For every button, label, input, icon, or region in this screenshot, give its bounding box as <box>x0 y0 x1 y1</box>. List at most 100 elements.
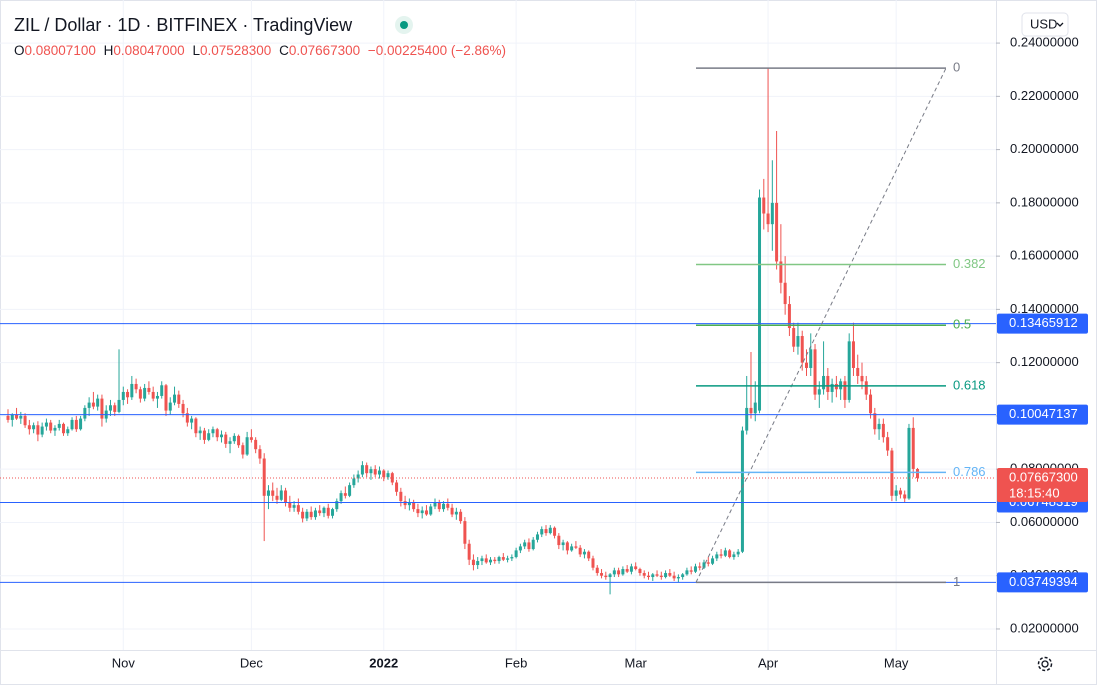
y-tick-label: 0.20000000 <box>1010 141 1079 156</box>
candle-body <box>894 490 898 496</box>
candle-body <box>108 405 112 411</box>
candle-body <box>331 509 335 516</box>
candle-body <box>604 575 608 578</box>
candle-body <box>916 468 920 479</box>
candle-body <box>548 527 552 534</box>
candle-body <box>130 383 134 398</box>
price-label-box <box>997 572 1088 593</box>
fib-level-label: 0 <box>953 60 960 75</box>
candle-body <box>510 557 514 559</box>
candle-body <box>693 566 697 572</box>
gear-hub[interactable] <box>1041 660 1049 668</box>
legend-value: 0.08047000 <box>113 43 184 58</box>
candle-body <box>356 474 360 479</box>
candle-body <box>753 402 757 414</box>
candle-body <box>220 434 223 438</box>
candle-body <box>87 402 91 408</box>
candle-body <box>117 399 121 412</box>
candle-body <box>864 381 868 395</box>
candle-body <box>83 407 87 419</box>
fib-level-label: 0.618 <box>953 377 986 392</box>
candle-body <box>190 418 194 423</box>
candle-body <box>424 510 428 515</box>
candle-body <box>595 567 599 574</box>
candle-body <box>27 425 31 430</box>
candle-body <box>395 482 399 492</box>
candle-body <box>715 554 719 559</box>
candle-body <box>574 546 578 548</box>
ohlc-legend: O0.08007100 H0.08047000 L0.07528300 C0.0… <box>14 43 506 58</box>
candle-body <box>476 561 480 566</box>
legend-value: 0.08007100 <box>25 43 96 58</box>
candle-body <box>348 485 352 496</box>
candle-body <box>847 341 851 400</box>
candle-body <box>467 543 471 560</box>
legend-value: 0.07667300 <box>289 43 360 58</box>
candle-body <box>792 328 796 347</box>
candle-body <box>600 573 604 576</box>
candle-body <box>322 507 326 514</box>
candle-body <box>284 490 288 503</box>
candle-body <box>518 546 522 551</box>
currency-chevron[interactable] <box>1056 22 1064 27</box>
candle-body <box>493 559 497 562</box>
x-tick-label: May <box>884 655 909 670</box>
candle-body <box>480 558 484 562</box>
candle-body <box>6 415 10 420</box>
candle-body <box>659 575 663 578</box>
candle-body <box>292 505 296 508</box>
candle-body <box>800 336 804 363</box>
currency-label[interactable]: USD <box>1030 16 1057 31</box>
candle-body <box>296 505 300 512</box>
candle-body <box>911 427 915 469</box>
candle-body <box>497 557 501 562</box>
candle-body <box>779 261 783 283</box>
candle-body <box>582 551 586 555</box>
candle-body <box>23 415 27 426</box>
candle-body <box>749 407 753 414</box>
candle-body <box>151 391 155 399</box>
candle-body <box>198 430 202 434</box>
candle-body <box>420 510 424 514</box>
settings-icon[interactable] <box>1037 656 1053 672</box>
currency-button[interactable] <box>1021 12 1069 37</box>
candle-body <box>822 375 826 390</box>
fib-level-label: 0.786 <box>953 464 986 479</box>
candle-body <box>796 336 800 347</box>
price-label: 0.13465912 <box>1009 315 1078 330</box>
x-tick-label: Dec <box>240 655 264 670</box>
candle-body <box>74 419 78 430</box>
candle-body <box>454 511 458 515</box>
candle-body <box>591 558 595 568</box>
candle-body <box>762 197 766 214</box>
candle-body <box>377 470 381 475</box>
candle-body <box>702 562 706 568</box>
candle-body <box>621 569 625 575</box>
candle-body <box>732 554 736 558</box>
candle-body <box>557 535 561 546</box>
candle-body <box>689 570 693 572</box>
candle-body <box>655 574 659 576</box>
x-tick-label: Nov <box>112 655 136 670</box>
candle-body <box>266 490 270 496</box>
y-tick-label: 0.12000000 <box>1010 354 1079 369</box>
candle-body <box>672 575 676 579</box>
candle-body <box>740 430 744 552</box>
candle-body <box>514 550 518 558</box>
gear-teeth[interactable] <box>1037 656 1053 672</box>
candle-body <box>36 425 40 435</box>
candle-body <box>49 422 53 431</box>
candle-body <box>215 429 219 438</box>
status-dot <box>400 21 408 29</box>
candle-body <box>15 414 19 419</box>
legend-key: H <box>104 43 114 58</box>
candle-body <box>40 426 44 435</box>
countdown: 18:15:40 <box>1009 485 1060 500</box>
candle-body <box>877 423 881 430</box>
y-tick-label: 0.14000000 <box>1010 301 1079 316</box>
candle-body <box>407 502 411 506</box>
candle-body <box>450 507 454 515</box>
candle-body <box>254 439 258 450</box>
candle-body <box>612 570 616 575</box>
